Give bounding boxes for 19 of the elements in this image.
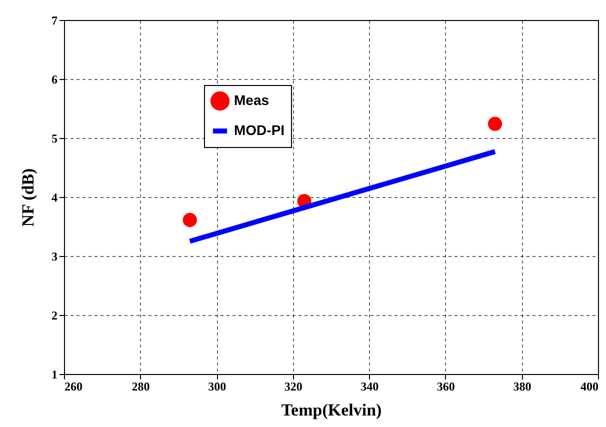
y-axis-title: NF (dB) (18, 168, 38, 227)
y-tick-label: 7 (52, 14, 58, 28)
x-tick-label: 280 (132, 380, 150, 394)
x-axis-title: Temp(Kelvin) (281, 400, 382, 420)
y-tick-label: 6 (52, 72, 58, 86)
x-tick-label: 340 (360, 380, 379, 394)
x-tick-label: 260 (64, 380, 82, 394)
y-tick-label: 3 (52, 250, 58, 264)
x-tick-label: 360 (436, 380, 455, 394)
x-tick-label: 380 (513, 380, 532, 394)
x-tick-label: 320 (284, 380, 302, 394)
legend-label: Meas (234, 92, 270, 108)
y-tick-label: 4 (52, 190, 58, 204)
y-tick-label: 2 (52, 308, 58, 322)
y-tick-label: 5 (52, 132, 58, 146)
y-tick-label: 1 (52, 368, 58, 382)
x-tick-label: 400 (580, 380, 598, 394)
legend-label: MOD-PI (234, 122, 285, 138)
x-tick-label: 300 (208, 380, 226, 394)
